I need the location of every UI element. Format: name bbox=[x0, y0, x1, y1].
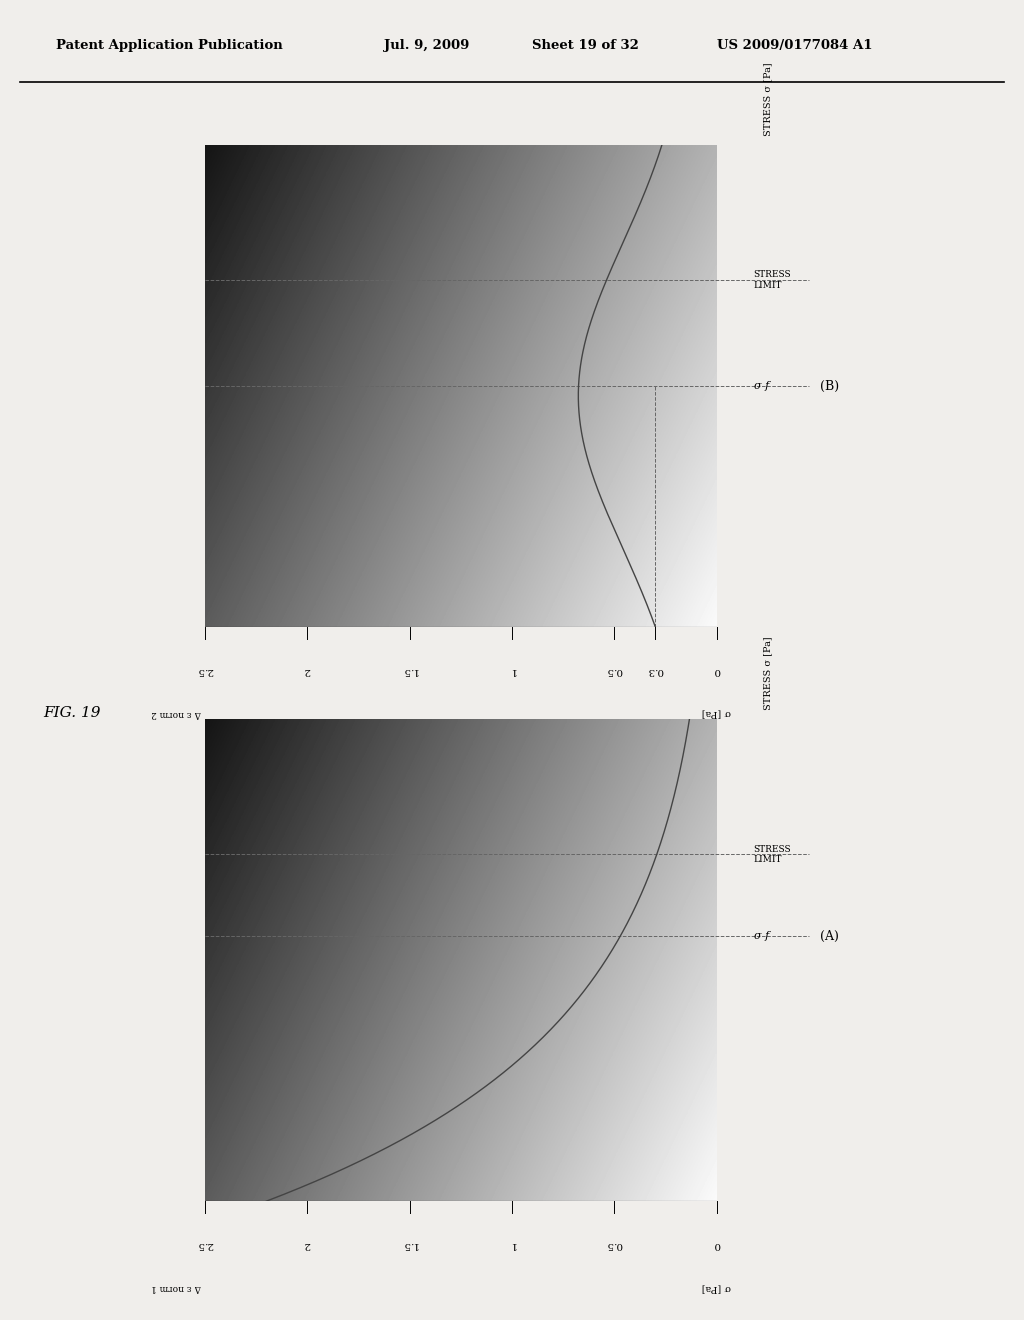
Text: 2: 2 bbox=[304, 665, 310, 675]
Text: σ f: σ f bbox=[754, 931, 769, 941]
Text: (B): (B) bbox=[820, 380, 839, 392]
Text: σ f: σ f bbox=[754, 381, 769, 391]
Text: 2.5: 2.5 bbox=[197, 1239, 213, 1249]
Text: US 2009/0177084 A1: US 2009/0177084 A1 bbox=[717, 40, 872, 53]
Text: Δ ε norm 2: Δ ε norm 2 bbox=[151, 709, 201, 718]
Text: 1.5: 1.5 bbox=[401, 1239, 418, 1249]
Text: STRESS
LIMIT: STRESS LIMIT bbox=[754, 271, 792, 290]
Text: Δ ε norm 1: Δ ε norm 1 bbox=[151, 1283, 201, 1292]
Text: (A): (A) bbox=[820, 929, 839, 942]
Text: 0: 0 bbox=[714, 665, 720, 675]
Text: 0.5: 0.5 bbox=[606, 1239, 623, 1249]
Text: 0.3: 0.3 bbox=[647, 665, 664, 675]
Text: Jul. 9, 2009: Jul. 9, 2009 bbox=[384, 40, 469, 53]
Text: Patent Application Publication: Patent Application Publication bbox=[56, 40, 283, 53]
Text: σ [Pa]: σ [Pa] bbox=[702, 1283, 731, 1292]
Text: 1: 1 bbox=[509, 1239, 515, 1249]
Text: 1: 1 bbox=[509, 665, 515, 675]
Text: 0.5: 0.5 bbox=[606, 665, 623, 675]
Text: FIG. 19: FIG. 19 bbox=[43, 706, 100, 719]
Text: STRESS
LIMIT: STRESS LIMIT bbox=[754, 845, 792, 865]
Text: NORMALIZED
DISTORTION
CHANGE: NORMALIZED DISTORTION CHANGE bbox=[273, 780, 341, 812]
Text: 1.5: 1.5 bbox=[401, 665, 418, 675]
Text: 2.5: 2.5 bbox=[197, 665, 213, 675]
Text: STRESS σ [Pa]: STRESS σ [Pa] bbox=[764, 62, 772, 136]
Text: 2: 2 bbox=[304, 1239, 310, 1249]
Text: 0: 0 bbox=[714, 1239, 720, 1249]
Text: Sheet 19 of 32: Sheet 19 of 32 bbox=[532, 40, 639, 53]
Text: STRESS σ [Pa]: STRESS σ [Pa] bbox=[764, 636, 772, 710]
Text: σ [Pa]: σ [Pa] bbox=[702, 709, 731, 718]
